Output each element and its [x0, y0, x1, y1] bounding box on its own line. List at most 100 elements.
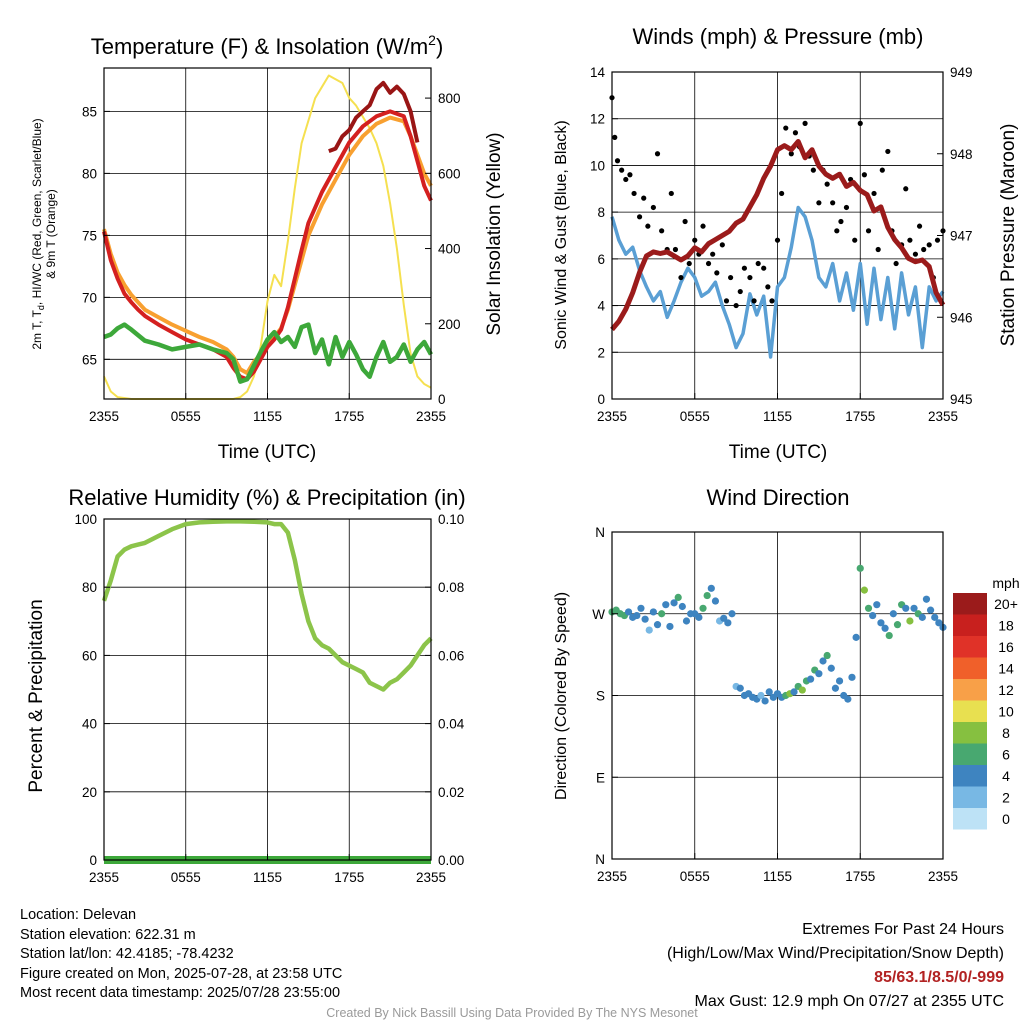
- direction-point: [674, 593, 682, 602]
- gust-point: [830, 200, 836, 206]
- gust-point: [641, 195, 647, 201]
- speed-legend-swatch: [953, 679, 987, 701]
- wind-direction-title: Wind Direction: [706, 485, 849, 510]
- direction-point: [790, 688, 798, 696]
- y-tick-label-left: 80: [82, 580, 97, 595]
- y-tick-label-right: 600: [438, 166, 461, 181]
- y-tick-label-left: 4: [597, 299, 605, 314]
- x-tick-label: 2355: [597, 869, 627, 884]
- gust-point: [654, 151, 661, 157]
- gust-point: [678, 274, 684, 281]
- speed-legend-label: 0: [1002, 811, 1010, 827]
- y-tick-label-left: 75: [82, 228, 97, 243]
- direction-point: [658, 610, 666, 618]
- direction-point: [869, 611, 877, 620]
- speed-legend-label: 10: [998, 704, 1014, 720]
- gust-point: [903, 186, 909, 192]
- direction-point: [815, 670, 823, 678]
- direction-point: [873, 601, 881, 609]
- gust-point: [852, 237, 858, 243]
- speed-legend-swatch: [953, 743, 987, 765]
- direction-point: [885, 631, 893, 640]
- y-tick-label-right: 947: [950, 229, 973, 244]
- humidity-line: [101, 519, 433, 692]
- y-tick-label-right: 948: [950, 147, 973, 162]
- temperature-series-line: [102, 109, 433, 382]
- wind-pressure-panel: Winds (mph) & Pressure (mb) 2355 0555 1155…: [553, 24, 1019, 463]
- speed-legend-label: 12: [998, 682, 1014, 698]
- direction-point: [678, 602, 686, 611]
- x-tick-label: 0555: [171, 409, 201, 424]
- direction-point: [819, 657, 827, 665]
- direction-point: [906, 617, 914, 625]
- x-tick-label: 2355: [89, 870, 119, 885]
- speed-legend-swatch: [953, 636, 987, 658]
- gust-point: [871, 190, 877, 197]
- speed-legend-swatch: [953, 765, 987, 787]
- direction-point: [893, 621, 902, 629]
- direction-point: [877, 619, 885, 627]
- direction-point: [720, 614, 728, 622]
- direction-point: [670, 599, 678, 607]
- speed-legend-label: 18: [998, 618, 1014, 634]
- gust-point: [885, 148, 891, 155]
- direction-point: [848, 673, 856, 681]
- y-tick-label-left: N: [595, 525, 605, 540]
- temperature-series-line: [103, 322, 433, 384]
- gust-point: [612, 134, 618, 140]
- y-tick-label-left: 100: [74, 512, 97, 527]
- y-tick-label-left: 85: [82, 104, 97, 119]
- charts-canvas: Temperature (F) & Insolation (W/m2) 2355…: [26, 24, 1020, 885]
- direction-point: [649, 608, 657, 616]
- x-tick-label: 1155: [253, 870, 282, 885]
- wind-ylabel-right: Station Pressure (Maroon): [998, 124, 1019, 347]
- direction-point: [637, 604, 645, 612]
- speed-legend-label: 16: [998, 639, 1014, 655]
- gust-point: [627, 172, 633, 178]
- direction-point: [823, 651, 831, 660]
- direction-point: [633, 611, 641, 620]
- gust-point: [802, 120, 808, 126]
- direction-point: [695, 613, 703, 621]
- direction-point: [662, 601, 670, 609]
- gust-point: [751, 298, 757, 304]
- y-tick-label-left: N: [595, 852, 605, 867]
- direction-point: [844, 695, 852, 703]
- speed-legend-swatch: [953, 808, 987, 830]
- gust-point: [682, 218, 688, 225]
- direction-point: [761, 697, 769, 705]
- recent-text: Most recent data timestamp: 2025/07/28 2…: [20, 985, 341, 1001]
- gust-point: [934, 237, 941, 243]
- y-tick-label-right: 0: [438, 392, 446, 407]
- gust-point: [765, 284, 771, 290]
- direction-point: [918, 613, 926, 621]
- direction-point: [703, 591, 711, 600]
- y-tick-label-left: 60: [82, 648, 97, 663]
- y-tick-label-left: 40: [82, 717, 97, 732]
- gust-point: [861, 172, 867, 178]
- y-tick-label-right: 0.08: [438, 580, 464, 595]
- gust-point: [857, 120, 863, 126]
- extremes-info: Extremes For Past 24 Hours (High/Low/Max…: [667, 918, 1004, 1014]
- x-tick-label: 1755: [334, 870, 364, 885]
- y-tick-label-left: 0: [89, 853, 97, 868]
- gust-point: [843, 204, 850, 211]
- y-tick-label-right: 946: [950, 310, 973, 325]
- direction-point: [852, 633, 860, 641]
- gust-point: [865, 228, 872, 234]
- gust-point: [774, 237, 781, 243]
- direction-point: [935, 619, 943, 627]
- direction-point: [864, 604, 873, 612]
- direction-point: [926, 606, 935, 614]
- y-tick-label-left: 8: [597, 205, 605, 220]
- y-tick-label-left: 14: [590, 65, 606, 80]
- gust-point: [893, 260, 899, 267]
- direction-point: [881, 624, 889, 632]
- x-tick-label: 2355: [416, 870, 446, 885]
- direction-point: [835, 677, 844, 685]
- y-tick-label-left: 80: [82, 166, 97, 181]
- credit-text: Created By Nick Bassill Using Data Provi…: [326, 1006, 698, 1020]
- y-tick-label-left: E: [596, 770, 605, 785]
- speed-legend-label: 8: [1002, 725, 1010, 741]
- temperature-ylabel-left-line2: & 9m T (Orange): [44, 189, 58, 279]
